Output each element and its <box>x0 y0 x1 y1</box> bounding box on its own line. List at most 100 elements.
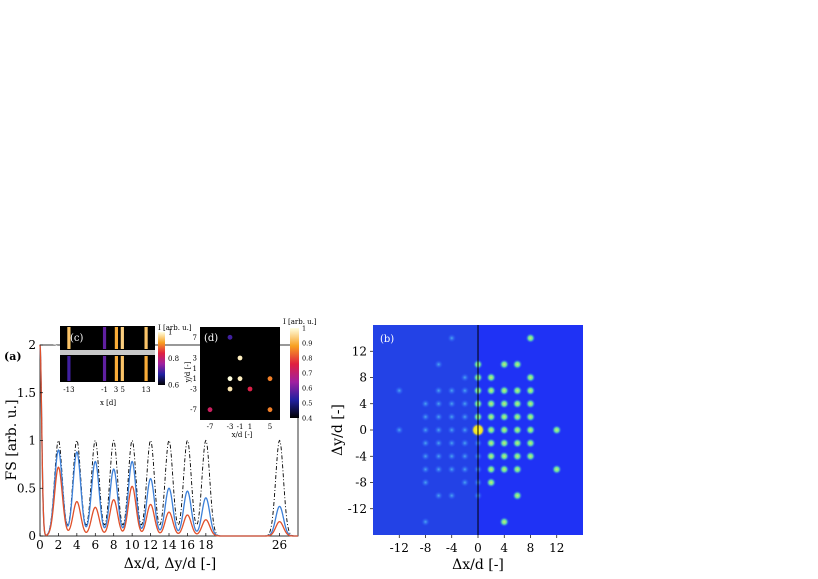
panel-d-colorbar-tick-label: 0.6 <box>302 385 312 393</box>
panel-d-y-ticks: 7 3 1 -1 -3 -7 <box>190 334 197 414</box>
panel-c: (c) Vert. Hor. -13 -1 3 5 13 x [d] I [arb. … <box>53 324 192 407</box>
panel-d-x-tick-label: -3 <box>227 423 234 431</box>
panel-b-spot <box>512 451 523 462</box>
panel-d-point <box>267 376 273 382</box>
panel-c-x-tick-label: -1 <box>101 386 108 394</box>
panel-c-trap <box>144 327 148 349</box>
panel-b-spot <box>434 425 444 435</box>
panel-c-trap <box>144 356 148 381</box>
panel-d-x-ticks: -7 -3 -1 1 5 <box>207 423 273 431</box>
panel-c-row-separator <box>60 350 155 355</box>
panel-b-spot <box>512 398 523 409</box>
panel-c-trap <box>120 356 124 381</box>
panel-d-point <box>237 355 243 361</box>
panel-a-x-tick-label: 18 <box>198 538 213 552</box>
panel-b-spot <box>486 477 497 488</box>
panel-a-y-tick-label: 0 <box>28 529 36 543</box>
panel-d-point <box>207 407 213 413</box>
panel-c-x-tick-label: 13 <box>142 386 151 394</box>
panel-b-x-ticks: -12 -8 -4 0 4 8 12 <box>390 535 564 555</box>
panel-a-series <box>39 344 298 537</box>
panel-b-x-tick-label: 8 <box>527 541 535 555</box>
panel-b-spot <box>447 438 457 448</box>
panel-a-x-tick-label: 6 <box>91 538 99 552</box>
panel-c-trap <box>102 327 107 349</box>
panel-b-label: (b) <box>380 334 394 345</box>
panel-b-spot <box>525 438 536 449</box>
panel-d: (d) -7 -3 -1 1 5 731-1-3-7 x/d [-] y/d [-] I… <box>184 318 317 439</box>
panel-b-spot <box>512 411 523 422</box>
panel-d-colorbar-ticks: 0.4 0.5 0.6 0.7 0.8 0.9 1 <box>302 325 312 423</box>
panel-d-colorbar-tick-label: 0.7 <box>302 370 312 378</box>
panel-c-trap <box>114 327 119 349</box>
panel-c-colorbar <box>158 332 165 385</box>
panel-b-y-ticks: 12 8 4 0 -4 -8 -12 <box>348 344 373 516</box>
panel-b-spot <box>525 372 536 383</box>
panel-d-colorbar-tick-label: 1 <box>302 325 306 333</box>
panel-d-colorbar <box>290 328 299 418</box>
panel-a-x-tick-label: 12 <box>143 538 158 552</box>
panel-b-spot <box>499 411 510 422</box>
panel-b-spot <box>525 451 536 462</box>
panel-a-x-tick-label: 0 <box>36 538 44 552</box>
panel-d-ylabel: y/d [-] <box>184 361 192 383</box>
panel-b-spot <box>434 438 444 448</box>
panel-b-spot <box>551 425 562 435</box>
panel-b-spot <box>486 451 497 462</box>
panel-b-spot <box>512 359 523 370</box>
panel-b-spot <box>460 464 470 474</box>
panel-b-spot <box>460 399 470 409</box>
panel-b-spot <box>394 386 404 396</box>
panel-a-xlabel: Δx/d, Δy/d [-] <box>124 556 216 572</box>
panel-b-spots <box>394 333 562 527</box>
panel-b-spot <box>486 385 497 396</box>
panel-c-colorbar-label: I [arb. u.] <box>158 324 192 332</box>
panel-b-spot <box>434 491 444 501</box>
panel-b-spot <box>486 398 497 409</box>
panel-b-spot <box>551 464 562 475</box>
panel-a-x-tick-label: 16 <box>180 538 195 552</box>
panel-a-x-ticks: 0 2 4 6 8 10 12 14 16 18 26 <box>36 533 287 552</box>
panel-a-x-tick-label: 26 <box>272 538 287 552</box>
panel-c-x-tick-label: -13 <box>63 386 74 394</box>
panel-d-point <box>227 386 233 392</box>
panel-b: (b) -12 -8 -4 0 4 8 12 12 8 4 0 -4 -8 -12 Δx/d [-] Δ… <box>330 325 583 573</box>
panel-c-x-tick-label: 3 5 <box>114 386 125 394</box>
panel-b-spot <box>499 359 510 370</box>
panel-b-spot <box>499 425 510 435</box>
panel-b-y-tick-label: 4 <box>359 397 367 411</box>
panel-a-x-tick-label: 10 <box>125 538 140 552</box>
panel-c-colorbar-tick-label: 0.6 <box>168 382 180 390</box>
panel-b-ylabel: Δy/d [-] <box>330 404 346 456</box>
panel-b-spot <box>499 385 510 396</box>
panel-b-spot <box>447 451 457 461</box>
panel-a-label: (a) <box>4 350 22 363</box>
panel-b-spot <box>486 411 497 422</box>
panel-c-trap <box>67 356 71 381</box>
panel-b-spot <box>460 438 470 448</box>
panel-d-x-tick-label: 1 <box>248 423 252 431</box>
panel-b-spot <box>421 438 430 448</box>
panel-a-y-ticks: 0 0.5 1 1.5 2 <box>17 338 43 543</box>
panel-b-spot <box>460 478 470 487</box>
panel-b-spot <box>512 464 523 475</box>
panel-d-y-tick-label: -3 <box>190 386 197 394</box>
panel-b-spot <box>447 491 457 501</box>
panel-d-colorbar-tick-label: 0.5 <box>302 400 312 408</box>
panel-d-x-tick-label: -1 <box>237 423 244 431</box>
panel-d-point <box>237 376 243 382</box>
panel-a-y-tick-label: 1.5 <box>17 386 36 400</box>
panel-b-spot <box>499 516 510 527</box>
panel-b-spot <box>486 425 497 435</box>
panel-b-spot <box>512 438 523 449</box>
panel-b-spot <box>460 425 470 435</box>
panel-a-x-tick-label: 4 <box>73 538 81 552</box>
panel-c-colorbar-ticks: 0.6 0.8 1 <box>168 329 180 390</box>
panel-b-x-tick-label: 12 <box>549 541 564 555</box>
panel-c-trap <box>67 327 71 349</box>
panel-b-y-tick-label: 0 <box>359 423 367 437</box>
panel-b-spot <box>447 412 457 422</box>
panel-b-spot <box>525 398 536 409</box>
panel-c-row-label-vert: Vert. <box>53 333 60 349</box>
